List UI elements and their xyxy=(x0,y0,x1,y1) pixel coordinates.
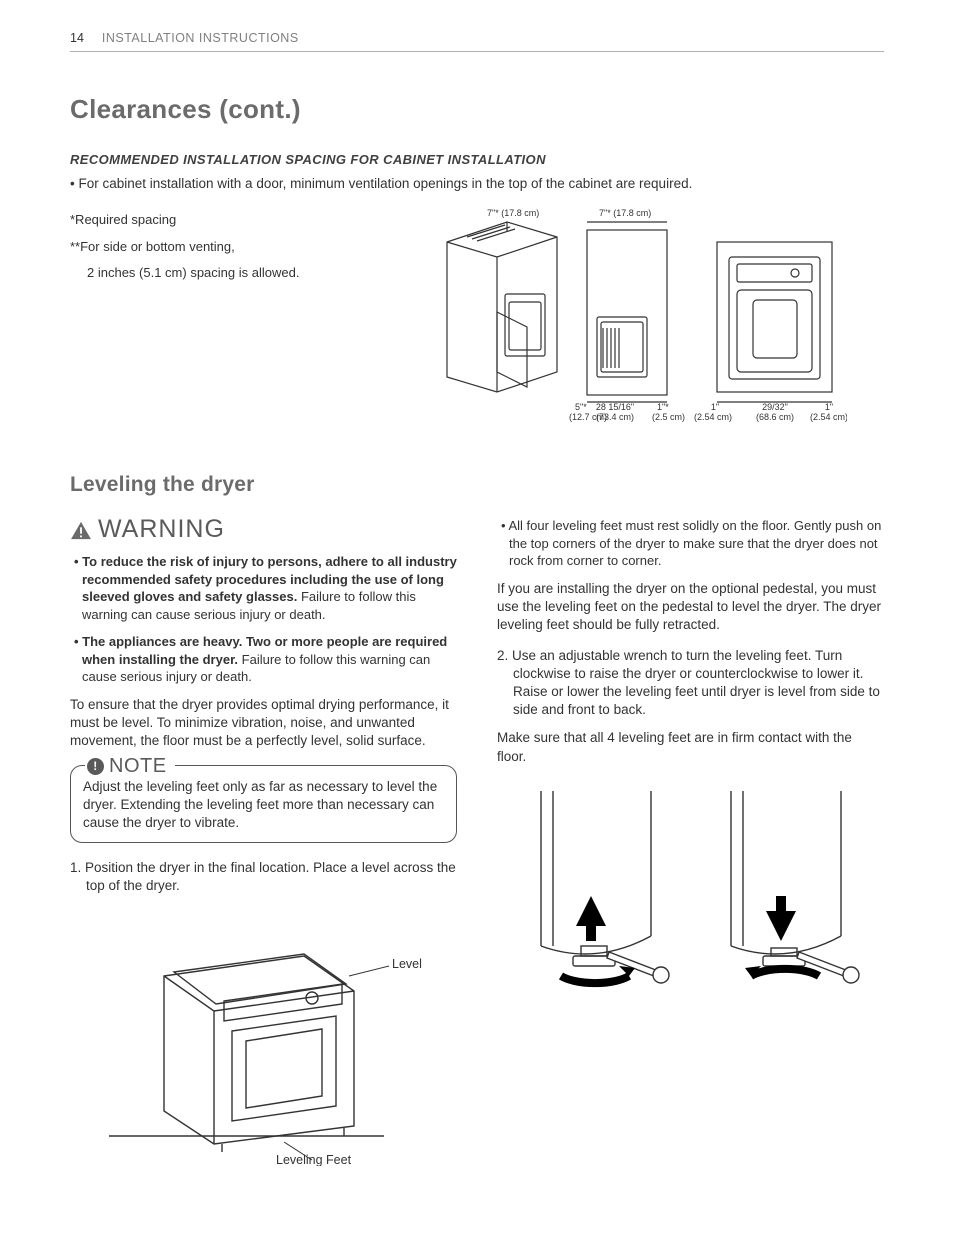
svg-text:(73.4 cm): (73.4 cm) xyxy=(596,412,634,422)
cabinet-bullet: • For cabinet installation with a door, … xyxy=(70,175,884,193)
svg-text:5"*: 5"* xyxy=(575,402,587,412)
svg-text:(2.54 cm): (2.54 cm) xyxy=(694,412,732,422)
spacing-notes: *Required spacing **For side or bottom v… xyxy=(70,210,370,284)
warning-bullet-1: • To reduce the risk of injury to person… xyxy=(70,553,457,623)
section-sub-cabinet: RECOMMENDED INSTALLATION SPACING FOR CAB… xyxy=(70,151,884,169)
svg-text:Level: Level xyxy=(392,957,422,971)
warning-icon xyxy=(70,521,92,540)
right-paragraph-2: Make sure that all 4 leveling feet are i… xyxy=(497,729,884,765)
left-column: WARNING • To reduce the risk of injury t… xyxy=(70,513,457,1181)
svg-text:(68.6 cm): (68.6 cm) xyxy=(756,412,794,422)
svg-text:(2.5 cm): (2.5 cm) xyxy=(652,412,685,422)
spacing-note-2: **For side or bottom venting, xyxy=(70,237,370,258)
svg-text:Leveling Feet: Leveling Feet xyxy=(276,1153,352,1166)
note-heading: ! NOTE xyxy=(85,753,175,780)
note-label: NOTE xyxy=(109,753,167,780)
section-title-clearances: Clearances (cont.) xyxy=(70,92,884,127)
page-header: 14 INSTALLATION INSTRUCTIONS xyxy=(70,30,884,52)
right-paragraph-1: If you are installing the dryer on the o… xyxy=(497,580,884,635)
spacing-note-1: *Required spacing xyxy=(70,210,370,231)
note-icon: ! xyxy=(87,758,104,775)
right-bullet-1: • All four leveling feet must rest solid… xyxy=(497,517,884,570)
warning-label: WARNING xyxy=(98,513,225,547)
svg-text:29/32": 29/32" xyxy=(762,402,788,412)
section-title-leveling: Leveling the dryer xyxy=(70,471,884,499)
spacing-note-3: 2 inches (5.1 cm) spacing is allowed. xyxy=(70,263,370,284)
note-body: Adjust the leveling feet only as far as … xyxy=(83,774,444,833)
figure-wrench-feet xyxy=(497,786,884,1021)
step-2: 2. Use an adjustable wrench to turn the … xyxy=(497,647,884,720)
svg-text:1": 1" xyxy=(825,402,833,412)
svg-text:7"* (17.8 cm): 7"* (17.8 cm) xyxy=(487,208,539,218)
figure-dryer-leveling: Level Leveling Feet xyxy=(70,906,457,1171)
right-column: • All four leveling feet must rest solid… xyxy=(497,513,884,1181)
warning-heading: WARNING xyxy=(70,513,457,547)
step-1: 1. Position the dryer in the final locat… xyxy=(70,859,457,895)
svg-text:(2.54 cm): (2.54 cm) xyxy=(810,412,847,422)
warning-bullet-2: • The appliances are heavy. Two or more … xyxy=(70,633,457,686)
page-number: 14 xyxy=(70,31,84,45)
svg-text:1": 1" xyxy=(711,402,719,412)
svg-text:1"*: 1"* xyxy=(657,402,669,412)
leveling-intro: To ensure that the dryer provides optima… xyxy=(70,696,457,751)
running-title: INSTALLATION INSTRUCTIONS xyxy=(102,31,299,45)
cabinet-diagrams: 7"* (17.8 cm) 7"* (17.8 cm) 5"* (12.7 cm… xyxy=(390,196,884,437)
svg-text:28 15/16": 28 15/16" xyxy=(596,402,634,412)
note-box: ! NOTE Adjust the leveling feet only as … xyxy=(70,765,457,844)
svg-text:7"* (17.8 cm): 7"* (17.8 cm) xyxy=(599,208,651,218)
